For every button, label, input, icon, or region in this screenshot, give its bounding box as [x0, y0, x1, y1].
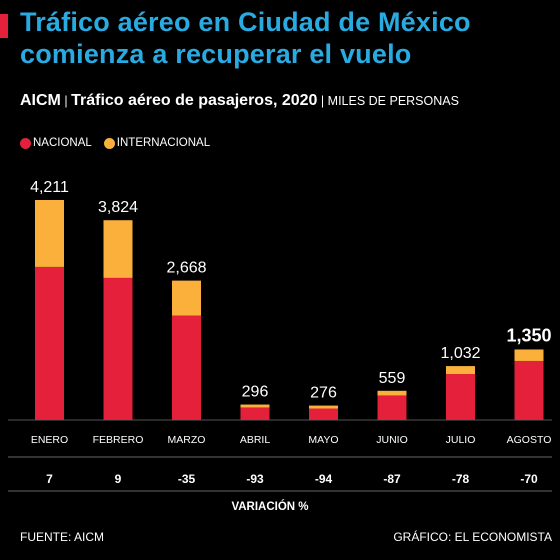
legend-label-nacional: NACIONAL [33, 137, 92, 149]
subtitle-source: AICM [20, 92, 61, 109]
bar-total-label: 276 [310, 385, 337, 402]
variation-value: -94 [315, 472, 333, 486]
subtitle-separator: | [317, 94, 328, 108]
legend-dot-internacional [103, 137, 115, 149]
chart-subtitle: AICM | Tráfico aéreo de pasajeros, 2020 … [20, 93, 550, 109]
x-tick-label: ENERO [31, 434, 68, 446]
x-tick-label: MARZO [168, 434, 206, 446]
variation-value: -70 [520, 472, 538, 486]
legend-label-internacional: INTERNACIONAL [116, 137, 211, 149]
x-tick-label: FEBRERO [93, 434, 144, 446]
bar-nacional-julio [446, 374, 475, 420]
bar-internacional-febrero [103, 220, 133, 278]
subtitle-description: Tráfico aéreo de pasajeros, 2020 [71, 92, 318, 109]
variation-label: VARIACIÓN % [231, 500, 308, 513]
legend-item-nacional: NACIONAL [20, 137, 92, 149]
bar-internacional-enero [35, 200, 64, 267]
bar-nacional-marzo [172, 315, 201, 420]
variation-value: 9 [115, 472, 122, 486]
variation-value: -93 [246, 472, 264, 486]
subtitle-separator: | [60, 94, 72, 108]
variation-value: -35 [178, 472, 196, 486]
chart-title: Tráfico aéreo en Ciudad de México comien… [20, 7, 471, 69]
bar-total-label: 1,032 [440, 345, 480, 362]
legend-item-internacional: INTERNACIONAL [103, 137, 211, 149]
x-tick-label: AGOSTO [507, 434, 552, 446]
x-tick-label: JULIO [446, 434, 476, 446]
bar-nacional-junio [377, 395, 407, 420]
bar-nacional-abril [240, 407, 270, 420]
bar-internacional-agosto [514, 349, 544, 361]
bar-total-label: 1,350 [506, 325, 551, 345]
bar-nacional-mayo [309, 408, 338, 420]
variation-value: -78 [452, 472, 470, 486]
bar-total-label: 4,211 [30, 179, 69, 196]
x-tick-label: JUNIO [376, 434, 408, 446]
variation-value: 7 [46, 472, 53, 486]
bar-internacional-abril [240, 404, 270, 408]
bar-internacional-marzo [172, 280, 201, 316]
bar-internacional-julio [446, 366, 475, 375]
bar-internacional-mayo [309, 405, 338, 409]
title-accent-bar [0, 14, 8, 38]
x-tick-label: ABRIL [240, 434, 271, 446]
bar-total-label: 2,668 [166, 260, 206, 277]
subtitle-unit: MILES DE PERSONAS [327, 94, 459, 108]
variation-value: -87 [383, 472, 401, 486]
bar-nacional-agosto [514, 360, 544, 420]
bar-nacional-febrero [103, 277, 133, 420]
bar-internacional-junio [377, 390, 407, 396]
legend-dot-nacional [20, 137, 31, 149]
bar-total-label: 559 [379, 370, 406, 387]
x-tick-label: MAYO [308, 434, 338, 446]
chart-legend: NACIONAL INTERNACIONAL [20, 137, 220, 149]
footer-source: FUENTE: AICM [20, 530, 105, 544]
footer-credit: GRÁFICO: EL ECONOMISTA [393, 530, 552, 544]
bar-nacional-enero [35, 266, 64, 420]
bar-chart: 4,211 ENERO 7 3,824 FEBRERO 9 2,668 MARZO -35 296… [8, 179, 552, 513]
bar-total-label: 3,824 [98, 199, 138, 216]
bar-total-label: 296 [242, 384, 269, 401]
